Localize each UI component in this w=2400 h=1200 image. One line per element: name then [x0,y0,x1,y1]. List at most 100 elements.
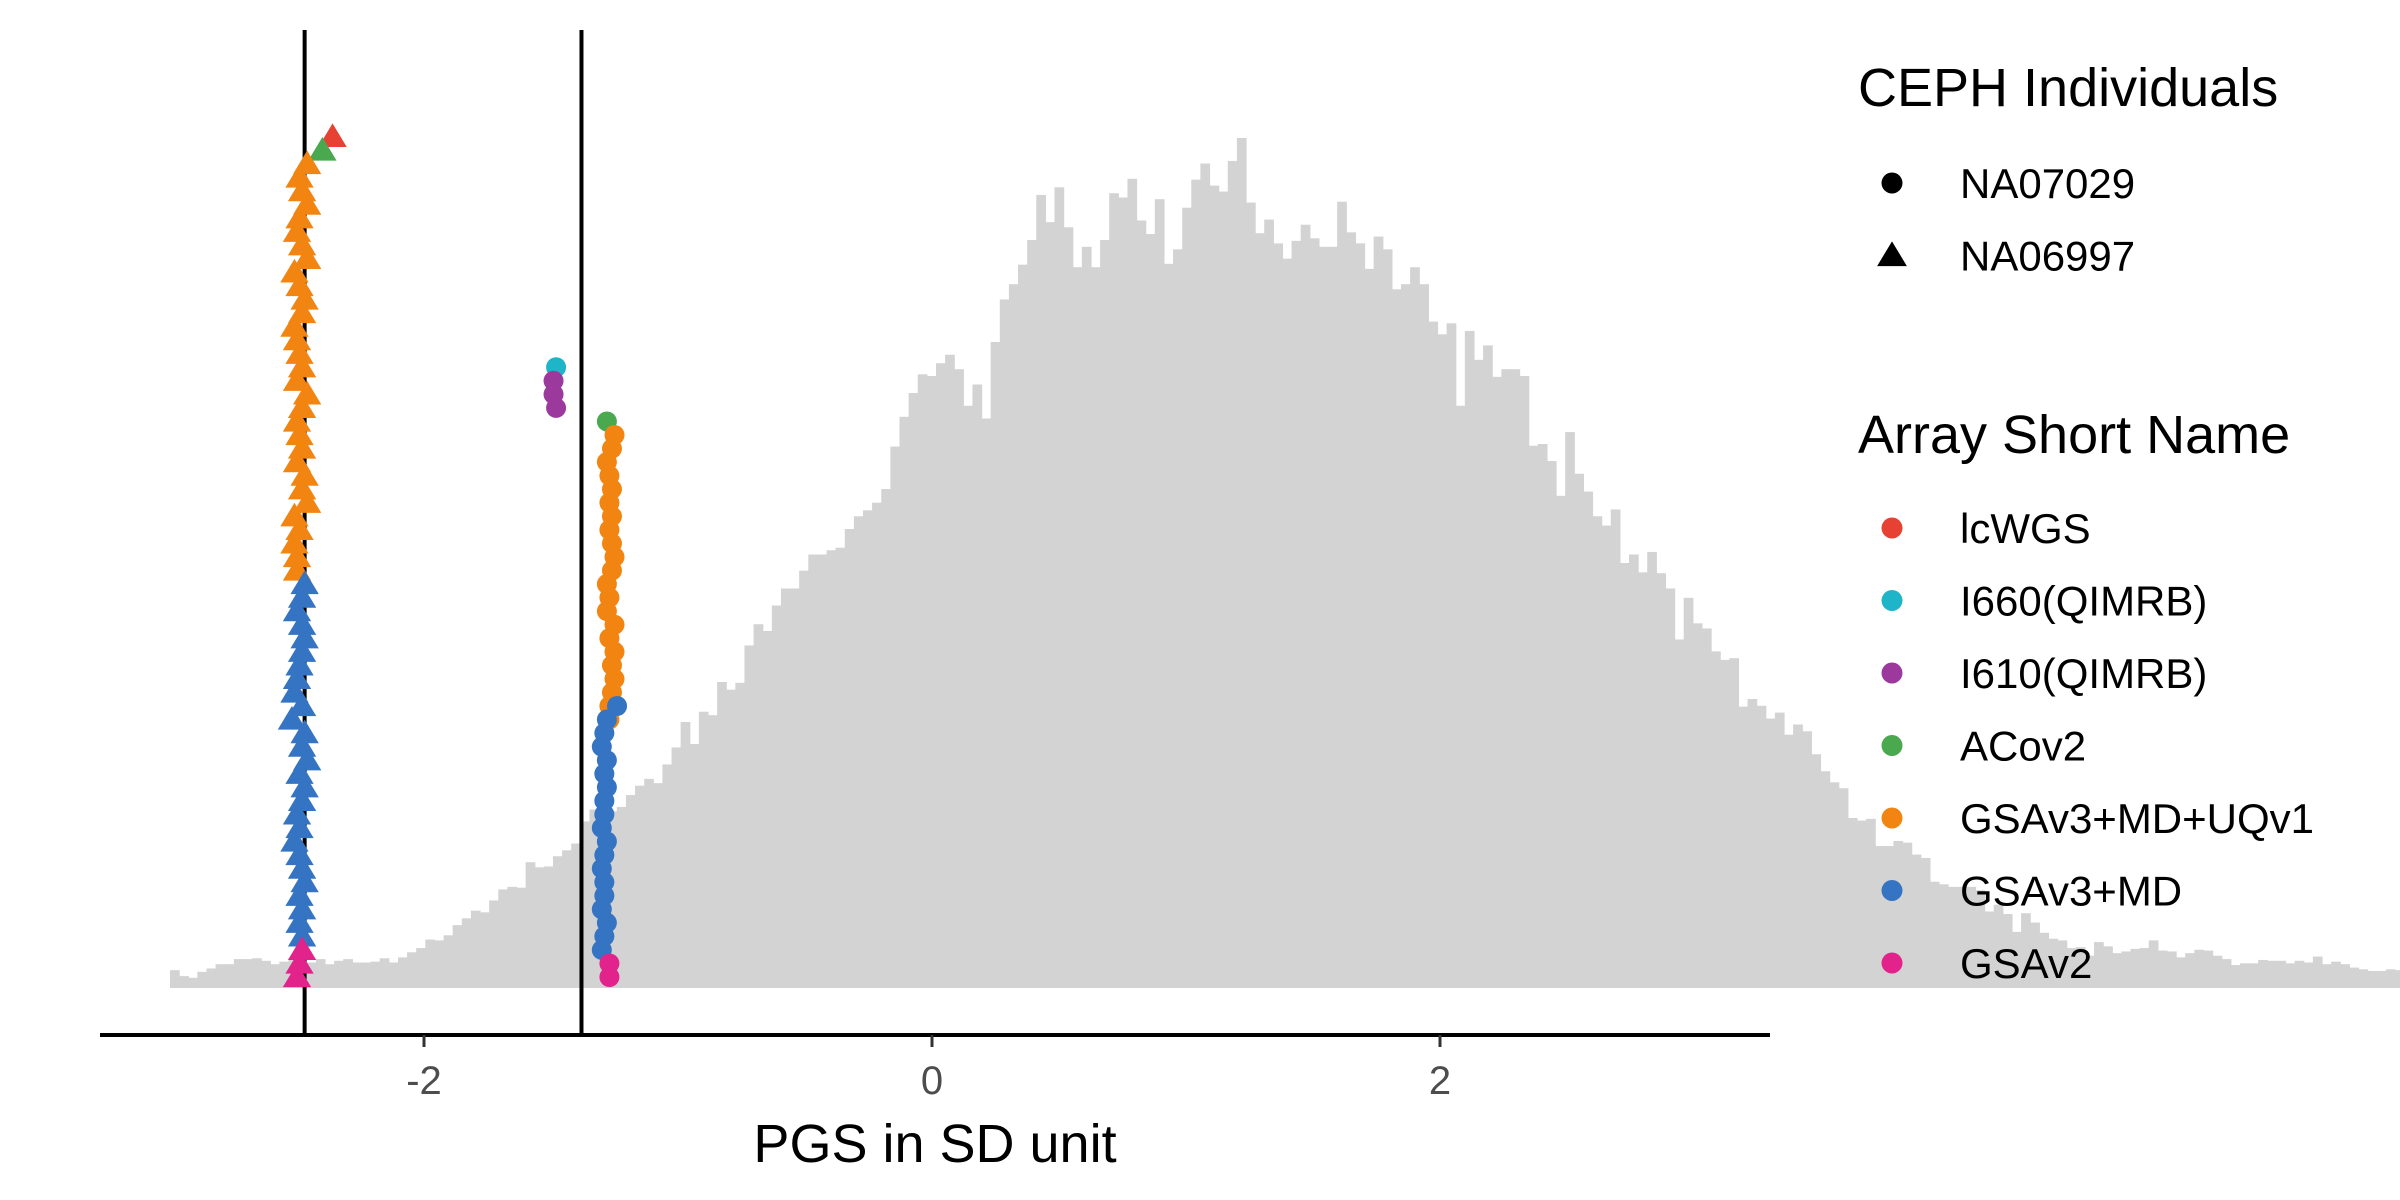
histogram-bar [1820,771,1831,988]
histogram-bar [726,689,736,988]
histogram-bar [1957,886,1967,988]
histogram-bar [1583,491,1594,988]
histogram-bar [315,959,326,988]
histogram-bar [1255,233,1265,988]
data-point [287,231,317,256]
histogram-bar [1318,246,1329,989]
data-point [285,949,314,974]
histogram-bar [2011,931,2022,988]
data-point [290,719,319,744]
data-point [287,638,317,662]
histogram-bar [1829,782,1840,988]
histogram-bar [2021,913,2031,988]
histogram-bar [1692,623,1703,988]
data-point [280,678,309,703]
histogram-bar [325,964,335,988]
histogram-bar [1701,628,1712,988]
histogram-bar [270,964,281,988]
histogram-bar [1856,820,1867,988]
data-point [292,489,322,513]
histogram-bar [644,778,654,988]
data-point [604,425,625,445]
histogram-bar [334,960,344,988]
histogram-bar [2358,969,2369,988]
histogram-bar [1182,207,1192,988]
histogram-bar [1765,718,1776,988]
histogram-bar [2084,955,2095,988]
histogram-bar [653,783,664,988]
legend-key [1881,517,1903,539]
data-point [287,692,317,717]
histogram-bar [2340,964,2350,988]
histogram-bar [1264,219,1274,989]
legend-key [1881,807,1903,829]
histogram-bar [2312,956,2323,988]
data-point [287,936,317,961]
histogram-bar [990,342,1001,988]
histogram-bar [2094,942,2104,988]
data-point [287,922,317,947]
histogram-bar [1975,890,1986,988]
histogram-bar [1802,731,1812,988]
data-point [280,258,309,283]
histogram-bar [1127,178,1138,989]
data-point [282,448,312,473]
histogram-bar [580,821,591,988]
histogram-bar [935,363,946,988]
histogram-bar [1574,473,1584,988]
histogram-bar [771,605,782,988]
histogram-bar [1328,246,1338,989]
legend-label: lcWGS [1960,505,2091,552]
histogram-bar [1446,323,1457,988]
legend-key [1881,662,1903,684]
histogram-bar [1191,179,1201,988]
data-point [308,136,337,161]
data-point [287,394,317,419]
histogram-bar [1209,185,1220,989]
histogram-bar [2039,932,2050,988]
data-point [290,624,319,649]
histogram-bar [799,570,809,988]
histogram-bar [1346,232,1357,989]
data-point [285,516,314,540]
histogram-bar [388,962,399,988]
histogram-bar [1163,263,1174,988]
histogram-bar [835,547,846,988]
histogram-bar [972,384,983,988]
histogram-bar [926,376,937,988]
histogram-bar [826,550,837,988]
histogram-bar [397,957,408,988]
histogram-bar [808,554,819,988]
legend-label: GSAv3+MD+UQv1 [1960,795,2314,842]
histogram-bar [1638,572,1648,988]
histogram-bar [242,959,253,988]
histogram-bar [206,968,217,988]
histogram-bar [1245,202,1256,989]
histogram-bar [2057,940,2068,988]
histogram-bar [863,510,873,988]
histogram-bar [2066,948,2077,988]
histogram-bar [1984,911,1995,988]
histogram-bar [2249,963,2259,988]
histogram-bar [2376,971,2387,988]
histogram-bar [1866,818,1876,988]
data-point [282,326,312,351]
legend-key [1881,172,1903,194]
histogram-bar [1273,243,1284,988]
histogram-bar [2294,960,2305,988]
data-point [280,313,309,337]
histogram-bar [1528,445,1539,988]
histogram-bar [689,744,700,988]
data-point [318,123,347,148]
histogram-bar [625,795,636,988]
histogram-bar [999,299,1010,988]
histogram-bar [1546,461,1557,988]
histogram-bar [534,867,545,988]
histogram-bar [1838,788,1849,988]
histogram-bar [1510,369,1521,988]
histogram-bar [671,747,682,988]
histogram-bar [1683,597,1694,988]
histogram-bar [1565,432,1575,989]
histogram-bar [1966,886,1977,988]
histogram-bar [2103,946,2113,988]
